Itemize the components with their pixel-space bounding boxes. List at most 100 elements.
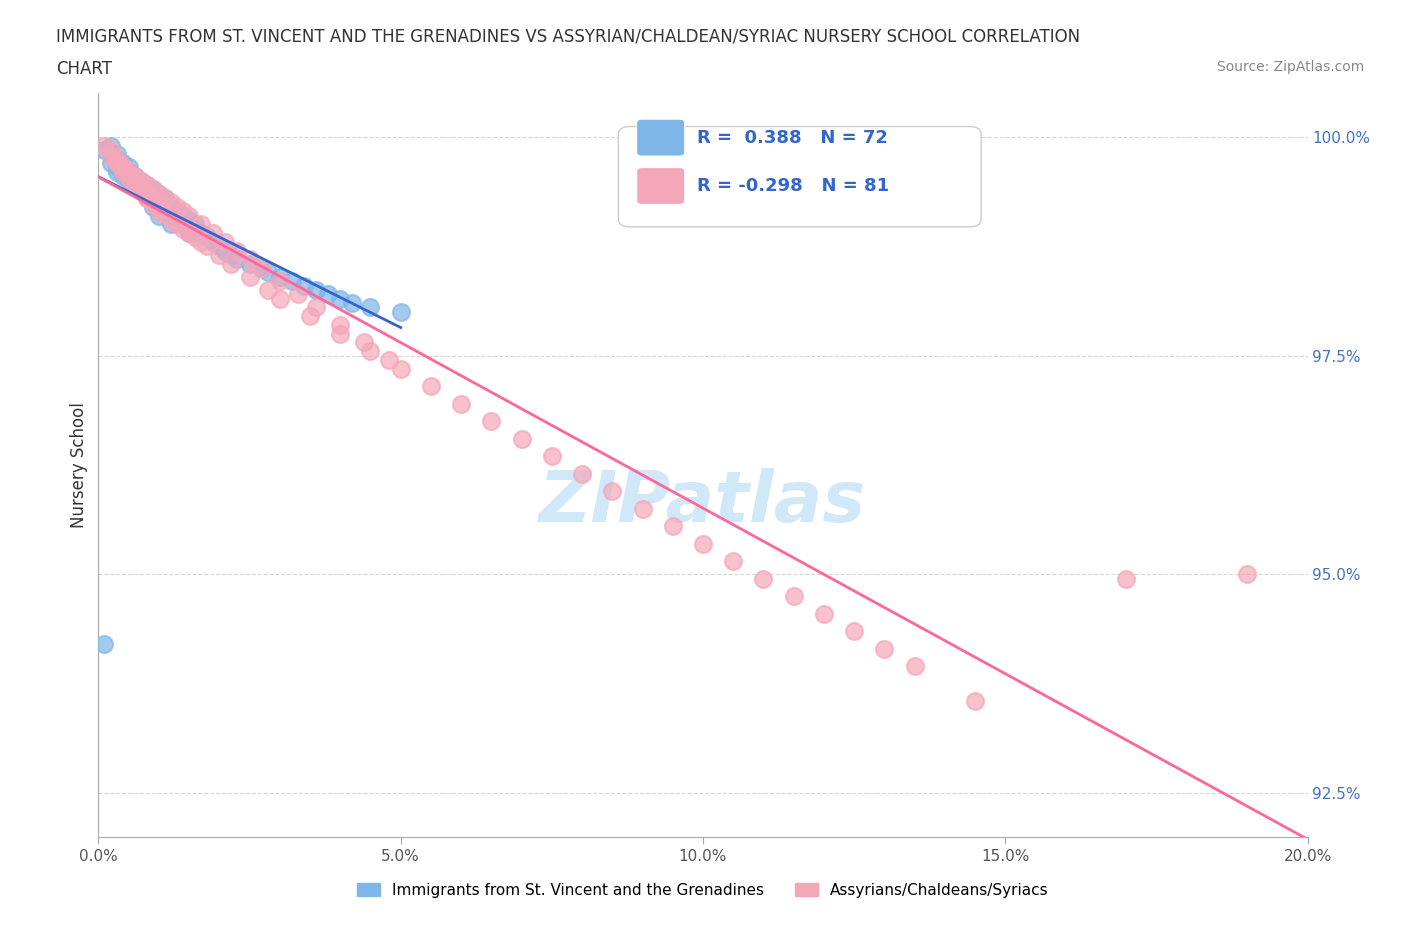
Point: [118, 165, 141, 179]
Point: [190, 226, 212, 241]
Point: [153, 191, 176, 206]
Text: CHART: CHART: [56, 60, 112, 78]
Point: [904, 658, 927, 673]
Point: [661, 519, 683, 534]
Point: [179, 226, 201, 241]
FancyBboxPatch shape: [619, 126, 981, 227]
Point: [239, 252, 262, 267]
Point: [100, 138, 122, 153]
Point: [184, 217, 207, 232]
Point: [153, 206, 176, 221]
Point: [208, 239, 231, 254]
Point: [142, 191, 165, 206]
Y-axis label: Nursery School: Nursery School: [70, 402, 89, 528]
Point: [148, 195, 170, 210]
Point: [160, 212, 183, 227]
Point: [723, 554, 745, 569]
Point: [124, 168, 146, 183]
Point: [202, 226, 225, 241]
Point: [124, 173, 146, 188]
Point: [100, 147, 122, 162]
Point: [111, 160, 134, 175]
Point: [148, 186, 170, 201]
Point: [118, 160, 141, 175]
Point: [316, 286, 339, 301]
Point: [142, 197, 165, 212]
Point: [105, 152, 128, 166]
Point: [135, 178, 157, 193]
Point: [124, 178, 146, 193]
Point: [813, 606, 835, 621]
Point: [752, 571, 775, 586]
Point: [602, 484, 624, 498]
Point: [124, 173, 146, 188]
Point: [111, 155, 134, 170]
Point: [226, 243, 249, 258]
Point: [873, 642, 896, 657]
Point: [135, 186, 157, 201]
Point: [105, 147, 128, 162]
Point: [540, 449, 562, 464]
Point: [93, 142, 115, 157]
Point: [190, 234, 212, 249]
Point: [129, 173, 152, 188]
Point: [160, 204, 183, 219]
Point: [142, 182, 165, 197]
Point: [118, 165, 141, 179]
Point: [329, 317, 352, 332]
Point: [1236, 567, 1258, 582]
Point: [160, 195, 183, 210]
Point: [118, 170, 141, 185]
Point: [195, 230, 218, 245]
Point: [172, 204, 194, 219]
Text: ZIPatlas: ZIPatlas: [540, 468, 866, 537]
Point: [135, 191, 157, 206]
Legend: Immigrants from St. Vincent and the Grenadines, Assyrians/Chaldeans/Syriacs: Immigrants from St. Vincent and the Gren…: [352, 876, 1054, 904]
Point: [250, 260, 273, 275]
Point: [214, 243, 236, 258]
Point: [111, 160, 134, 175]
Point: [510, 432, 533, 446]
Point: [214, 234, 236, 249]
Point: [118, 173, 141, 188]
Point: [360, 300, 382, 315]
Point: [111, 165, 134, 179]
Point: [166, 208, 188, 223]
Point: [153, 199, 176, 214]
Point: [135, 191, 157, 206]
Point: [118, 166, 141, 181]
Point: [129, 183, 152, 198]
Point: [631, 501, 654, 516]
Point: [221, 247, 243, 262]
Point: [377, 352, 399, 367]
Point: [195, 239, 218, 254]
Point: [179, 208, 201, 223]
Point: [202, 234, 225, 249]
Point: [844, 624, 866, 639]
Point: [148, 191, 170, 206]
Point: [184, 230, 207, 245]
Point: [269, 270, 291, 285]
Point: [269, 273, 291, 288]
Point: [166, 204, 188, 219]
Point: [299, 309, 322, 324]
Point: [100, 155, 122, 170]
Point: [129, 182, 152, 197]
Point: [105, 155, 128, 170]
Point: [269, 291, 291, 306]
Point: [783, 589, 806, 604]
Text: R = -0.298   N = 81: R = -0.298 N = 81: [697, 177, 889, 195]
Point: [129, 173, 152, 188]
Point: [190, 217, 212, 232]
Point: [256, 283, 278, 298]
Point: [184, 221, 207, 236]
Point: [111, 165, 134, 179]
Point: [129, 182, 152, 197]
Point: [153, 195, 176, 210]
Point: [329, 326, 352, 341]
Point: [221, 257, 243, 272]
Point: [93, 637, 115, 652]
Point: [179, 217, 201, 232]
Point: [118, 165, 141, 179]
Point: [239, 270, 262, 285]
